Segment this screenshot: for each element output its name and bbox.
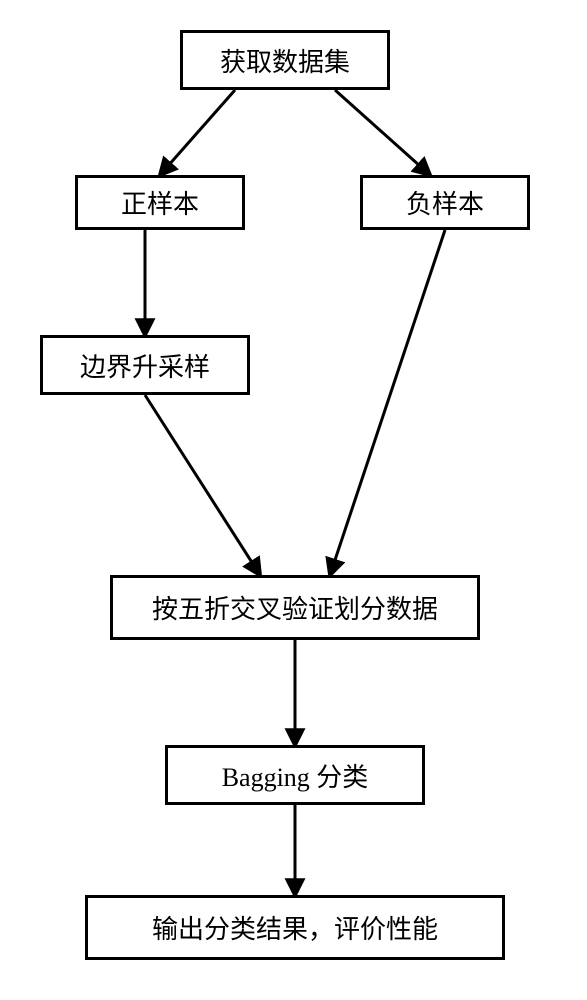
flowchart-node: 获取数据集 bbox=[180, 30, 390, 90]
node-label: Bagging 分类 bbox=[222, 757, 369, 794]
node-label: 负样本 bbox=[406, 184, 484, 221]
flowchart-edge bbox=[335, 90, 430, 175]
node-label: 获取数据集 bbox=[220, 42, 350, 79]
flowchart-edge bbox=[330, 230, 445, 575]
flowchart-node: 边界升采样 bbox=[40, 335, 250, 395]
flowchart-node: 输出分类结果，评价性能 bbox=[85, 895, 505, 960]
flowchart-edges bbox=[0, 0, 587, 1000]
node-label: 边界升采样 bbox=[80, 347, 210, 384]
flowchart-node: 负样本 bbox=[360, 175, 530, 230]
flowchart-node: Bagging 分类 bbox=[165, 745, 425, 805]
flowchart-node: 正样本 bbox=[75, 175, 245, 230]
flowchart-edge bbox=[145, 395, 260, 575]
flowchart-node: 按五折交叉验证划分数据 bbox=[110, 575, 480, 640]
node-label: 输出分类结果，评价性能 bbox=[152, 909, 438, 946]
flowchart-edge bbox=[160, 90, 235, 175]
node-label: 正样本 bbox=[121, 184, 199, 221]
node-label: 按五折交叉验证划分数据 bbox=[152, 589, 438, 626]
